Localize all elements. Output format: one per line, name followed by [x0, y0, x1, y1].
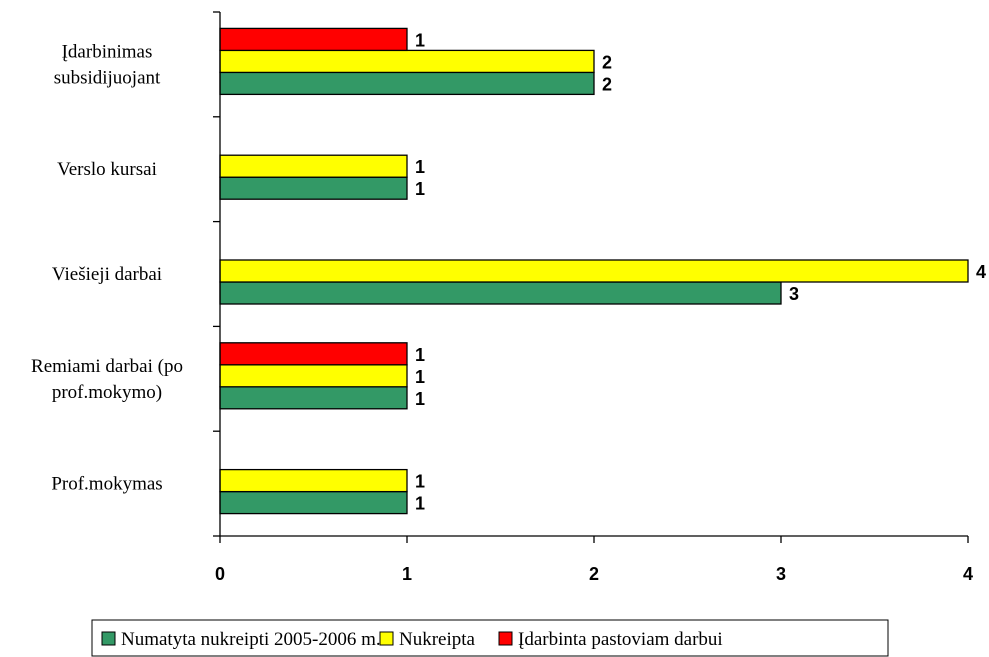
bar-3-2 — [219, 342, 408, 366]
legend-swatch-0 — [101, 631, 116, 646]
category-label-4-0: Prof.mokymas — [51, 474, 162, 495]
x-tick-label-4: 4 — [963, 564, 973, 584]
x-tick-labels: 0 1 2 3 4 — [215, 564, 973, 584]
bar-3-1 — [219, 364, 408, 388]
x-tick-label-3: 3 — [776, 564, 786, 584]
data-label-0-1: 2 — [602, 52, 612, 72]
bars-group — [219, 27, 969, 515]
bar-3-0 — [219, 386, 408, 410]
legend-label-1: Nukreipta — [399, 629, 476, 650]
data-label-0-0: 2 — [602, 74, 612, 94]
category-label-2-0: Viešieji darbai — [52, 264, 162, 285]
data-label-2-1: 4 — [976, 262, 986, 282]
category-label-0-1: subsidijuojant — [54, 67, 161, 88]
data-label-1-1: 1 — [415, 157, 425, 177]
bar-0-0 — [219, 71, 595, 96]
bar-1-1 — [219, 154, 408, 178]
data-label-3-0: 1 — [415, 389, 425, 409]
data-label-1-0: 1 — [415, 179, 425, 199]
bar-0-2 — [219, 27, 408, 52]
data-label-2-0: 3 — [789, 284, 799, 304]
bar-2-1 — [219, 259, 969, 283]
category-label-3-1: prof.mokymo) — [52, 382, 162, 403]
x-tick-label-1: 1 — [402, 564, 412, 584]
legend-box — [91, 619, 889, 657]
legend-swatch-1 — [379, 631, 394, 646]
data-label-3-1: 1 — [415, 367, 425, 387]
x-tick-label-0: 0 — [215, 564, 225, 584]
category-label-1-0: Verslo kursai — [57, 159, 157, 180]
bar-0-1 — [219, 49, 595, 74]
bar-1-0 — [219, 176, 408, 200]
data-label-0-2: 1 — [415, 30, 425, 50]
category-label-3-0: Remiami darbai (po — [31, 356, 183, 377]
bar-2-0 — [219, 281, 782, 305]
bar-4-0 — [219, 490, 408, 515]
data-label-3-2: 1 — [415, 345, 425, 365]
legend-label-0: Numatyta nukreipti 2005-2006 m. — [121, 629, 381, 650]
legend-label-2: Įdarbinta pastoviam darbui — [518, 629, 723, 650]
x-tick-label-2: 2 — [589, 564, 599, 584]
data-label-4-0: 1 — [415, 494, 425, 514]
legend: Numatyta nukreipti 2005-2006 m. Nukreipta… — [91, 619, 889, 657]
category-labels: Įdarbinimas subsidijuojant Verslo kursai Vi… — [31, 41, 183, 494]
axes-group — [213, 11, 969, 543]
legend-swatch-2 — [498, 631, 513, 646]
category-label-0-0: Įdarbinimas — [62, 41, 153, 62]
data-label-4-1: 1 — [415, 472, 425, 492]
bar-4-1 — [219, 468, 408, 493]
